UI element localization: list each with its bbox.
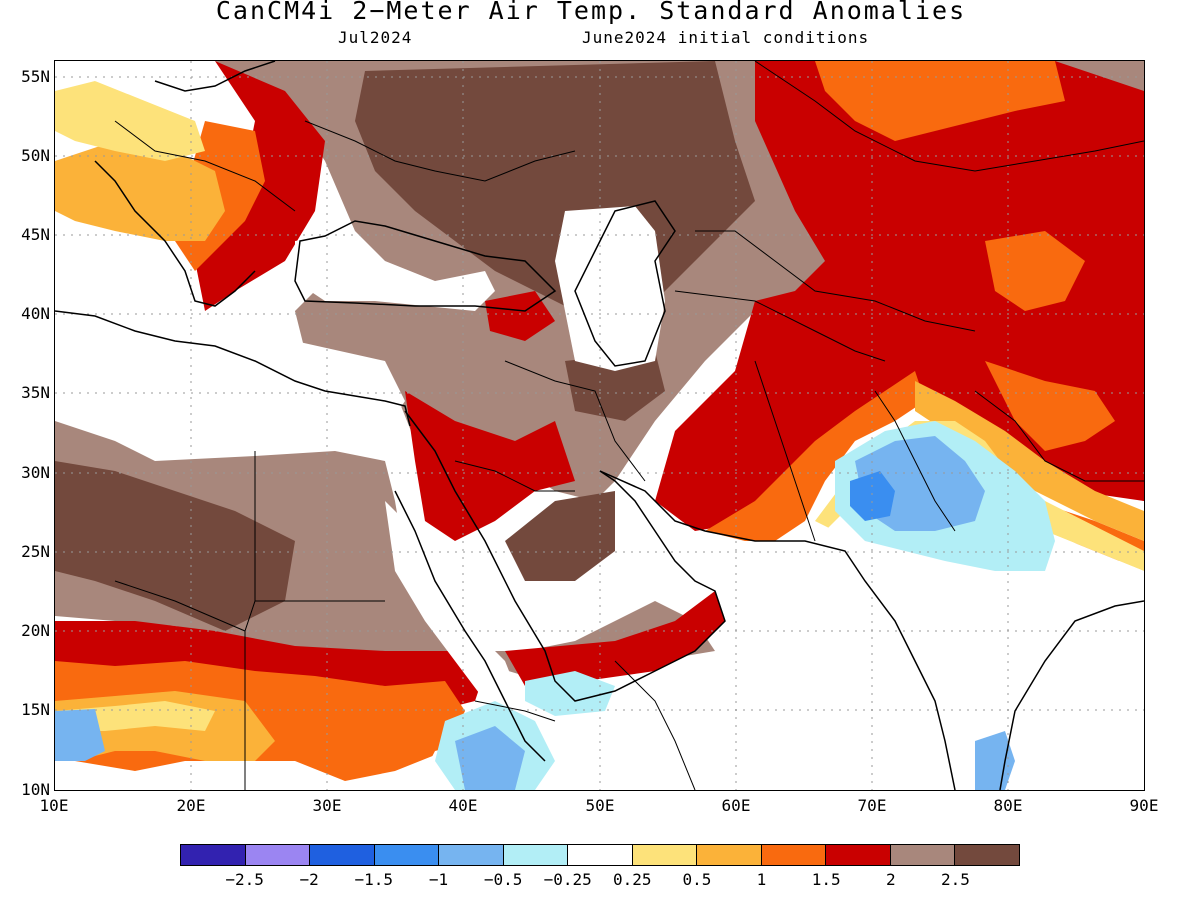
colorbar-segment [310, 845, 375, 865]
anomaly-region-orange-kazakh [985, 231, 1085, 311]
colorbar-segment [181, 845, 246, 865]
anomaly-region-lightorange-europe [55, 141, 225, 241]
initial-conditions: June2024 initial conditions [582, 28, 870, 47]
anomaly-region-yellow-europe [55, 81, 205, 161]
colorbar-label: 1.5 [811, 870, 841, 889]
anomaly-region-neutral-mideast [295, 231, 495, 311]
lon-label: 30E [312, 796, 342, 815]
lat-label: 55N [21, 67, 50, 86]
colorbar-label: −2.5 [225, 870, 264, 889]
anomaly-region-neutral-caspian [555, 206, 665, 371]
anomaly-region-orange-pakistan-iran [705, 371, 925, 541]
anomaly-region-lightblue-south-india [975, 731, 1015, 790]
anomaly-region-orange-siberia [815, 61, 1065, 141]
colorbar [180, 844, 1020, 866]
colorbar-segment [697, 845, 762, 865]
colorbar-label: −1 [428, 870, 449, 889]
colorbar-segment [955, 845, 1019, 865]
lat-label: 35N [21, 383, 50, 402]
colorbar-label: 2.5 [940, 870, 970, 889]
anomaly-region-blue-india [850, 471, 895, 521]
colorbar-segment [761, 845, 827, 865]
anomaly-region-red-arabia-north [405, 391, 575, 541]
lat-label: 45N [21, 225, 50, 244]
colorbar-segment [374, 845, 440, 865]
lon-label: 40E [448, 796, 478, 815]
lat-label: 15N [21, 700, 50, 719]
lat-label: 30N [21, 463, 50, 482]
colorbar-label: −0.25 [543, 870, 592, 889]
anomaly-region-neutral-europe-north [55, 61, 215, 101]
colorbar-label: −0.5 [483, 870, 523, 889]
colorbar-segment [245, 845, 311, 865]
lat-label: 10N [21, 780, 50, 799]
lat-label: 40N [21, 304, 50, 323]
anomaly-region-lightblue-eritrea [455, 726, 525, 790]
colorbar-label: −1.5 [354, 870, 394, 889]
anomaly-map-canvas [55, 61, 1144, 790]
colorbar-label: −2 [299, 870, 319, 889]
lon-label: 10E [39, 796, 69, 815]
anomaly-region-darkbrown-sahara [55, 461, 295, 631]
anomaly-region-lightorange-himalaya [915, 381, 1144, 541]
lon-label: 80E [993, 796, 1023, 815]
anomaly-region-red-yemen [505, 591, 725, 686]
graticule [55, 61, 1144, 790]
country-borders [114, 61, 1144, 790]
colorbar-segment [439, 845, 504, 865]
lat-label: 50N [21, 146, 50, 165]
lon-label: 90E [1129, 796, 1159, 815]
anomaly-region-lightcyan-yemen [525, 671, 615, 716]
coastlines [55, 61, 1144, 790]
lat-label: 25N [21, 542, 50, 561]
colorbar-segment [568, 845, 633, 865]
lat-label: 20N [21, 621, 50, 640]
anomaly-map [54, 60, 1145, 791]
lon-label: 60E [721, 796, 751, 815]
colorbar-label: 0.25 [613, 870, 652, 889]
colorbar-label: 0.5 [682, 870, 712, 889]
forecast-month: Jul2024 [338, 28, 413, 47]
anomaly-region-lightblue-africa-west [55, 709, 105, 761]
anomaly-region-darkbrown-iraq [565, 351, 665, 421]
anomaly-region-orange-tibet [985, 361, 1115, 451]
colorbar-label: 2 [885, 870, 896, 889]
colorbar-segment [890, 845, 956, 865]
colorbar-label: 1 [756, 870, 767, 889]
map-title: CanCM4i 2−Meter Air Temp. Standard Anoma… [215, 0, 967, 25]
lon-label: 20E [176, 796, 206, 815]
lon-label: 50E [585, 796, 615, 815]
anomaly-region-darkbrown-arabia [505, 491, 615, 581]
lon-label: 70E [857, 796, 887, 815]
colorbar-segment [503, 845, 569, 865]
anomaly-region-neutral-libya [55, 311, 405, 451]
colorbar-segment [826, 845, 891, 865]
colorbar-segment [632, 845, 698, 865]
